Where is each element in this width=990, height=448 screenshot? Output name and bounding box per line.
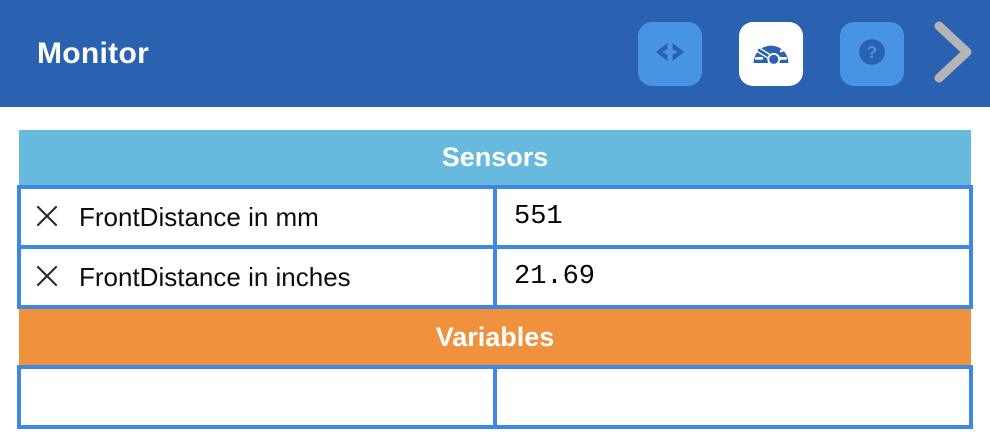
sensor-label: FrontDistance in mm: [79, 201, 319, 232]
empty-variable-label-cell: [17, 365, 497, 429]
page-title: Monitor: [37, 36, 150, 70]
sensor-label: FrontDistance in inches: [79, 261, 351, 292]
sensor-label-cell: FrontDistance in inches: [17, 245, 497, 309]
empty-variable-value-cell: [493, 365, 973, 429]
help-button[interactable]: ?: [840, 21, 904, 86]
variables-section-row: Variables: [19, 307, 971, 367]
chevron-right-icon: [928, 17, 978, 90]
code-view-button[interactable]: [638, 21, 702, 86]
code-icon: [650, 32, 690, 75]
gauge-icon: [749, 30, 793, 77]
monitor-table: Sensors FrontDistance in: [17, 130, 973, 429]
close-icon: [35, 204, 59, 231]
sensor-label-cell: FrontDistance in mm: [17, 185, 497, 249]
question-icon: ?: [850, 30, 894, 77]
table-row: FrontDistance in inches 21.69: [17, 245, 973, 309]
table-row: FrontDistance in mm 551: [17, 185, 973, 249]
sensors-section-header: Sensors: [19, 130, 971, 187]
remove-sensor-button[interactable]: [34, 204, 60, 230]
sensor-value: 551: [493, 185, 973, 249]
sensor-value: 21.69: [493, 245, 973, 309]
collapse-panel-button[interactable]: [928, 19, 978, 89]
variables-section-header: Variables: [19, 307, 971, 367]
sensors-section-row: Sensors: [19, 130, 971, 187]
remove-sensor-button[interactable]: [34, 264, 60, 290]
monitor-panel: Monitor: [0, 0, 990, 429]
close-icon: [35, 264, 59, 291]
table-row: [17, 365, 973, 429]
header: Monitor: [0, 0, 990, 107]
monitor-view-button[interactable]: [739, 21, 803, 86]
header-actions: ?: [601, 19, 978, 89]
svg-text:?: ?: [867, 42, 878, 62]
